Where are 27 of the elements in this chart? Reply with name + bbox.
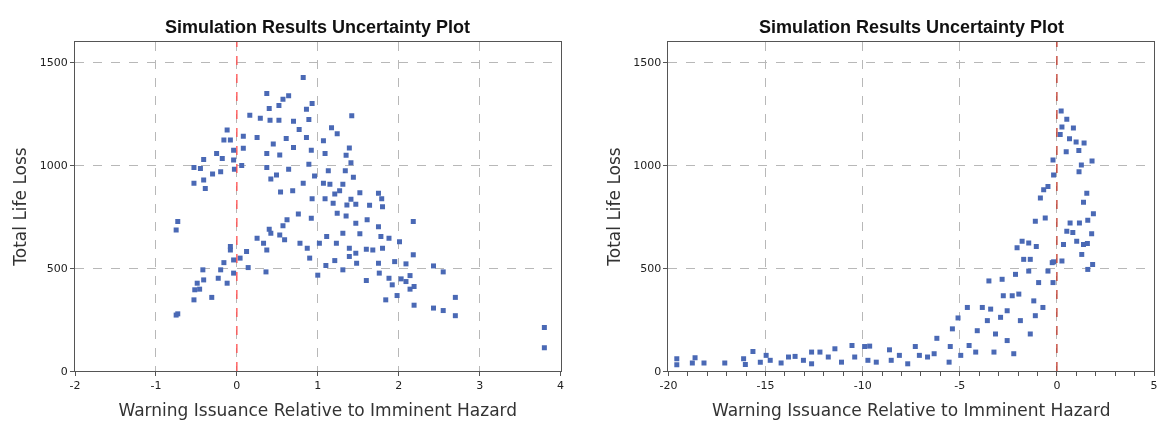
y-tick-label: 1000: [39, 159, 68, 173]
y-tick-label: 500: [46, 262, 68, 276]
x-axis-title: Warning Issuance Relative to Imminent Hazard: [711, 399, 1111, 420]
x-tick-label: -15: [756, 379, 775, 393]
x-tick-label: 2: [395, 379, 403, 393]
y-tick-label: 500: [640, 262, 662, 276]
y-axis-title: Total Life Loss: [10, 147, 31, 267]
y-tick-label: 1500: [39, 56, 68, 70]
x-tick-label: 0: [233, 379, 241, 393]
x-tick-label: 3: [476, 379, 484, 393]
x-tick-label: -20: [659, 379, 678, 393]
x-tick-label: -1: [150, 379, 162, 393]
x-tick-label: -2: [69, 379, 81, 393]
y-axis-title: Total Life Loss: [603, 147, 624, 267]
x-tick-label: 5: [1150, 379, 1158, 393]
x-tick-label: -10: [853, 379, 872, 393]
x-tick-label: -5: [954, 379, 966, 393]
y-tick-label: 0: [60, 364, 68, 378]
y-tick-label: 0: [654, 364, 662, 378]
x-tick-label: 0: [1053, 379, 1061, 393]
chart-title: Simulation Results Uncertainty Plot: [165, 17, 471, 37]
x-tick-label: 4: [557, 379, 565, 393]
x-axis-title: Warning Issuance Relative to Imminent Hazard: [118, 399, 518, 420]
y-tick-label: 1500: [633, 56, 662, 70]
x-tick-label: 1: [314, 379, 322, 393]
y-tick-label: 1000: [633, 159, 662, 173]
chart-title: Simulation Results Uncertainty Plot: [759, 17, 1065, 37]
